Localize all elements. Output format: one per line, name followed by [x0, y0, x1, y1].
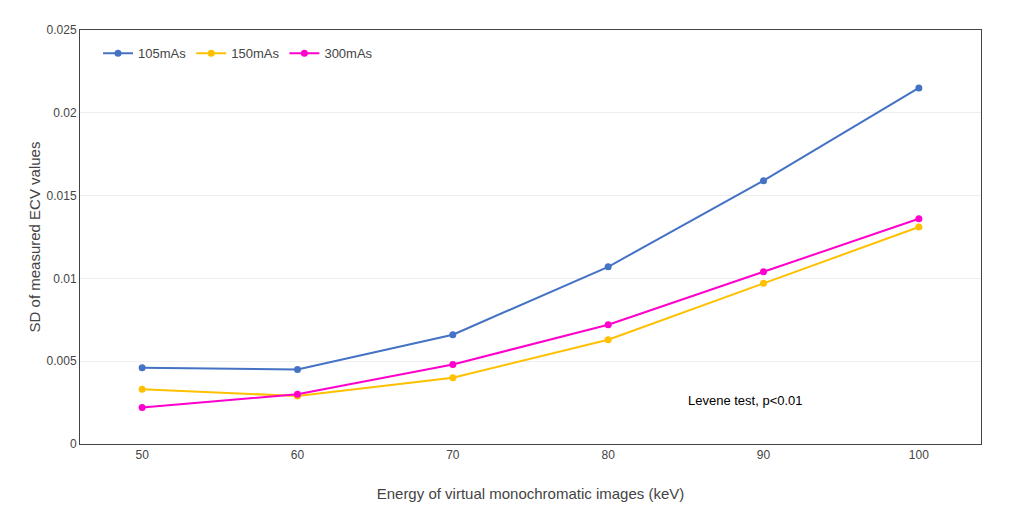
svg-text:50: 50 — [135, 448, 149, 462]
svg-text:300mAs: 300mAs — [324, 46, 372, 61]
svg-text:100: 100 — [909, 448, 929, 462]
svg-text:105mAs: 105mAs — [138, 46, 186, 61]
svg-text:90: 90 — [757, 448, 771, 462]
svg-text:0.015: 0.015 — [47, 189, 77, 203]
svg-text:Levene test, p<0.01: Levene test, p<0.01 — [688, 393, 803, 408]
svg-text:0.01: 0.01 — [53, 272, 77, 286]
svg-text:Energy of virtual monochromati: Energy of virtual monochromatic images (… — [377, 485, 685, 502]
svg-text:60: 60 — [291, 448, 305, 462]
svg-text:150mAs: 150mAs — [231, 46, 279, 61]
svg-text:80: 80 — [601, 448, 615, 462]
svg-text:0.005: 0.005 — [47, 354, 77, 368]
svg-text:0.02: 0.02 — [53, 106, 77, 120]
svg-text:SD of measured ECV values: SD of measured ECV values — [26, 142, 43, 333]
svg-text:70: 70 — [446, 448, 460, 462]
svg-text:0.025: 0.025 — [47, 23, 77, 37]
svg-text:0: 0 — [70, 437, 77, 451]
